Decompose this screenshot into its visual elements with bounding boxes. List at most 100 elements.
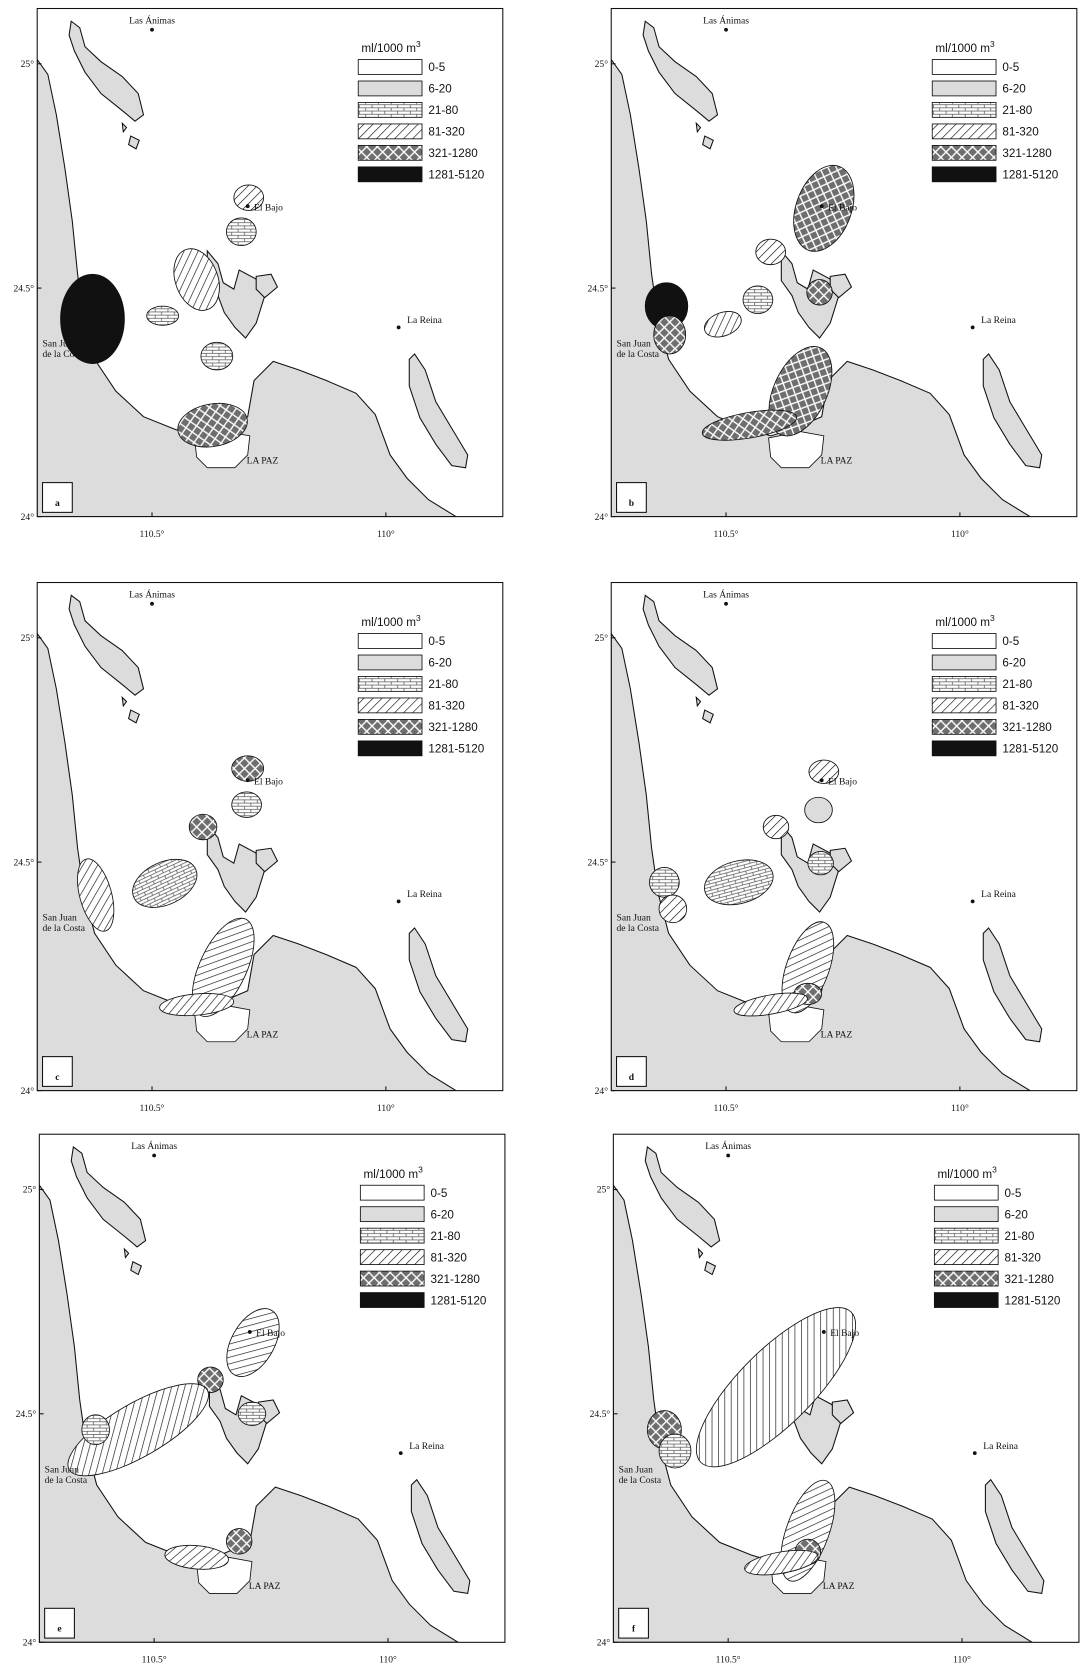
legend-title: ml/1000 m3 [364,1164,424,1180]
legend-label: 21-80 [1005,1230,1035,1243]
place-label: de la Costa [617,349,660,360]
legend-label: 81-320 [428,126,465,139]
legend-label: 81-320 [428,700,465,713]
abundance-patch [762,814,790,840]
place-dot [821,1330,826,1334]
abundance-patch [808,759,840,784]
island [642,20,719,122]
legend-swatch [931,123,997,140]
legend-label: 6-20 [1005,1208,1029,1221]
place-dot [150,27,154,32]
legend-title-sup: 3 [416,613,421,623]
legend-swatch [931,654,997,671]
panel-letter: f [632,1624,636,1635]
legend-title-text: ml/1000 m [361,616,416,629]
lat-label: 24.5° [590,1409,611,1420]
place-label: LA PAZ [823,1581,855,1592]
island [206,249,268,339]
legend-title-text: ml/1000 m [361,42,416,55]
legend-label: 1281-5120 [1002,169,1058,182]
abundance-patch [742,285,774,315]
place-label: Las Ánimas [131,1140,177,1152]
island [644,1146,721,1248]
abundance-patch [653,315,687,355]
island [121,695,128,708]
legend-swatch [359,1292,425,1308]
place-dot [247,1330,252,1334]
legend-label: 21-80 [428,678,458,691]
place-label: de la Costa [43,349,86,360]
place-label: La Reina [409,1441,444,1452]
place-dot [396,899,401,904]
island [123,1247,130,1259]
legend-label: 81-320 [431,1251,468,1264]
abundance-patch [164,1544,229,1570]
island [697,1247,704,1259]
legend-title: ml/1000 m3 [935,613,995,629]
legend-label: 321-1280 [431,1273,481,1286]
map-body [37,8,503,517]
abundance-patch [173,248,220,311]
abundance-patch [744,1549,819,1576]
abundance-patch [177,402,248,448]
island [982,927,1043,1043]
map-frame [610,7,1078,518]
abundance-patch [132,858,198,908]
lat-label: 25° [21,59,35,70]
island [642,594,719,696]
legend-label: 1281-5120 [1002,743,1058,756]
lat-label: 25° [23,1185,37,1196]
abundance-patch [188,813,218,841]
island [68,594,145,696]
legend-swatch [931,80,997,97]
legend-label: 1281-5120 [428,743,484,756]
legend-swatch [933,1227,999,1244]
place-label: LA PAZ [247,1029,279,1040]
place-label: El Bajo [254,202,283,213]
legend-label: 0-5 [428,635,445,648]
abundance-patch [701,409,798,441]
legend-label: 6-20 [1002,83,1026,96]
legend-label: 0-5 [1002,635,1019,648]
map-body [611,8,1077,517]
lat-label: 24° [21,512,35,523]
place-label: San Juan [617,339,651,350]
place-label: LA PAZ [821,1029,853,1040]
abundance-patch [804,796,833,824]
place-label: San Juan [617,913,651,924]
lat-label: 24° [21,1086,35,1097]
abundance-patch [658,1433,692,1469]
abundance-patch [733,992,808,1017]
lon-label: 110.5° [714,1103,739,1114]
island [695,121,702,134]
legend-label: 321-1280 [428,721,478,734]
place-dot [245,778,250,783]
island [121,121,128,134]
place-label: La Reina [983,1441,1018,1452]
abundance-patch [226,1308,280,1377]
place-dot [150,601,154,606]
legend-label: 21-80 [431,1230,461,1243]
legend-title-text: ml/1000 m [364,1168,419,1181]
legend: ml/1000 m3 0-5 6-20 21-80 81-320 321-1280 1281… [357,613,485,757]
legend-swatch [931,697,997,714]
legend-title-text: ml/1000 m [935,42,990,55]
island [982,353,1043,469]
legend-title-sup: 3 [990,39,995,49]
place-label: El Bajo [828,202,857,213]
island [984,1478,1045,1595]
legend-swatch [357,676,423,692]
place-label: La Reina [407,315,442,326]
island [408,927,469,1043]
legend-label: 0-5 [1005,1187,1022,1200]
abundance-patch [807,851,834,876]
place-dot [970,325,975,330]
place-dot [396,325,401,330]
legend-swatch [931,102,997,118]
legend-label: 6-20 [428,657,452,670]
